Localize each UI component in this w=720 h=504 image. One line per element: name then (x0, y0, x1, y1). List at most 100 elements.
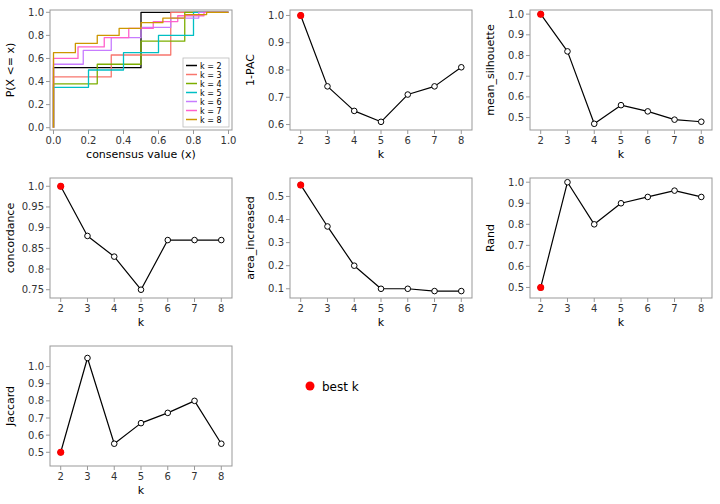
x-tick (300, 130, 301, 134)
metric-point (192, 237, 198, 243)
x-tick-label: 4 (591, 303, 597, 314)
metric-point (325, 84, 331, 90)
ecdf-line (54, 12, 229, 127)
plot-frame (50, 10, 232, 130)
y-tick-label: 0.8 (268, 65, 284, 76)
x-tick (194, 466, 195, 470)
x-tick-label: 3 (84, 303, 90, 314)
panel: 23456780.10.20.30.40.5karea_increased (244, 178, 472, 329)
x-axis-label: k (618, 148, 625, 161)
legend: k = 2k = 3k = 4k = 5k = 6k = 7k = 8 (183, 58, 229, 127)
x-tick (88, 130, 89, 134)
y-tick (46, 383, 50, 384)
y-axis-label: P(X <= x) (4, 43, 17, 98)
y-tick (46, 127, 50, 128)
ecdf-line (54, 12, 229, 127)
metric-point (351, 108, 357, 114)
data-area (57, 355, 224, 456)
legend-swatch (186, 101, 197, 103)
x-tick (114, 466, 115, 470)
metric-point (165, 237, 171, 243)
x-tick-label: 6 (645, 303, 651, 314)
y-tick (46, 227, 50, 228)
y-tick (526, 96, 530, 97)
x-axis-label: consensus value (x) (86, 148, 196, 161)
y-tick (526, 34, 530, 35)
y-tick-label: 0.3 (268, 237, 284, 248)
x-tick-label: 4 (591, 135, 597, 146)
y-tick (526, 266, 530, 267)
metric-point (458, 288, 464, 294)
y-tick (46, 248, 50, 249)
data-area (537, 179, 704, 291)
metric-line (61, 186, 222, 289)
x-tick-label: 2 (58, 471, 64, 482)
x-tick-label: 7 (191, 303, 197, 314)
metric-line (301, 185, 462, 291)
best-point (537, 284, 544, 291)
metric-point (645, 194, 651, 200)
legend-label: k = 2 (200, 62, 222, 71)
metric-point (618, 200, 624, 206)
x-tick-label: 0.6 (151, 135, 167, 146)
y-tick (526, 287, 530, 288)
x-tick (594, 298, 595, 302)
x-tick-label: 6 (165, 471, 171, 482)
y-axis-label: mean_silhouette (484, 24, 497, 116)
x-tick (158, 130, 159, 134)
data-area (54, 12, 229, 127)
background (0, 0, 720, 504)
y-tick (526, 224, 530, 225)
y-tick-label: 0.2 (268, 260, 284, 271)
y-tick-label: 0.9 (508, 29, 524, 40)
y-tick-label: 0.4 (268, 214, 284, 225)
y-tick (286, 265, 290, 266)
ecdf-line (54, 12, 229, 127)
y-tick (46, 435, 50, 436)
y-tick-label: 0.5 (508, 282, 524, 293)
panel: 23456780.750.80.850.90.951.0kconcordance (4, 178, 232, 329)
legend-label: k = 7 (200, 107, 222, 116)
metric-point (218, 237, 224, 243)
y-tick-label: 0.7 (28, 413, 44, 424)
y-tick-label: 0.7 (508, 71, 524, 82)
y-tick (286, 42, 290, 43)
x-tick (87, 298, 88, 302)
x-tick-label: 2 (298, 303, 304, 314)
metric-point (378, 286, 384, 292)
x-tick (53, 130, 54, 134)
y-tick (286, 219, 290, 220)
x-tick (141, 466, 142, 470)
x-tick (567, 130, 568, 134)
y-tick (286, 124, 290, 125)
y-tick (46, 289, 50, 290)
y-tick-label: 0.5 (508, 112, 524, 123)
x-tick-label: 6 (645, 135, 651, 146)
metric-point (111, 441, 117, 447)
x-tick-label: 4 (351, 135, 357, 146)
legend-box (183, 58, 229, 127)
y-tick (286, 242, 290, 243)
x-tick-label: 8 (218, 471, 224, 482)
y-tick-label: 0.6 (28, 53, 44, 64)
x-tick-label: 5 (618, 135, 624, 146)
legend-swatch (306, 382, 315, 391)
y-tick (46, 58, 50, 59)
x-tick-label: 5 (618, 303, 624, 314)
best-point (57, 449, 64, 456)
metric-point (298, 13, 304, 19)
plot-frame (50, 346, 232, 466)
y-tick-label: 1.0 (508, 177, 524, 188)
y-tick (46, 418, 50, 419)
x-tick (701, 298, 702, 302)
y-tick (46, 35, 50, 36)
metric-point (618, 102, 624, 108)
metric-point (85, 355, 91, 361)
metric-line (541, 14, 702, 124)
y-tick (46, 206, 50, 207)
metric-point (432, 288, 438, 294)
y-tick (46, 269, 50, 270)
x-tick-label: 0.8 (186, 135, 202, 146)
x-tick (567, 298, 568, 302)
metric-point (58, 449, 64, 455)
